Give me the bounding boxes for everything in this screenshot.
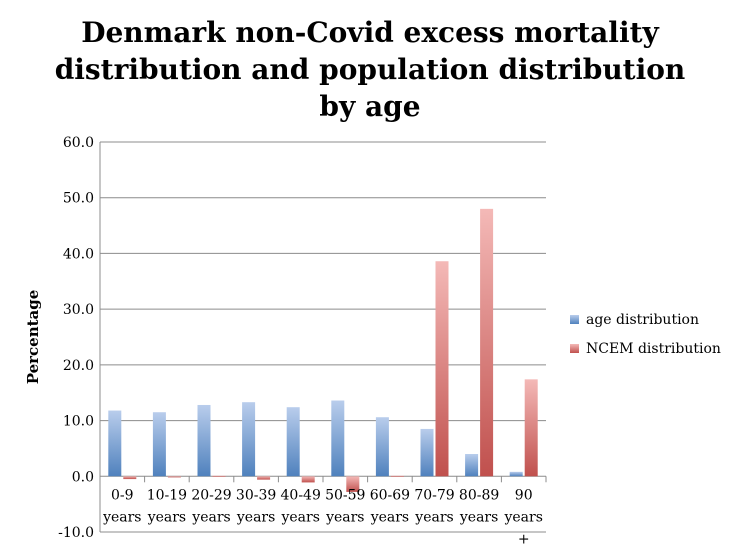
- legend-swatch: [570, 344, 579, 353]
- x-category-label: 80-89: [459, 487, 499, 503]
- y-tick-label: 30.0: [63, 302, 94, 318]
- bar-ncem-distribution: [257, 476, 270, 479]
- bar-ncem-distribution: [123, 476, 136, 479]
- x-category-label: 60-69: [370, 487, 410, 503]
- y-tick-label: 10.0: [63, 414, 94, 430]
- y-tick-label: 40.0: [63, 246, 94, 262]
- x-category-label: 20-29: [191, 487, 231, 503]
- y-tick-label: 20.0: [63, 358, 94, 374]
- bar-age-distribution: [510, 472, 523, 476]
- bar-age-distribution: [108, 411, 121, 477]
- x-category-label: 10-19: [147, 487, 187, 503]
- plot-area: -10.0 0.0 10.0 20.0 30.0 40.0 50.0 60.0 0-9 years…: [0, 0, 740, 558]
- bar-age-distribution: [376, 417, 389, 476]
- bar-age-distribution: [331, 401, 344, 477]
- bar-ncem-distribution: [436, 261, 449, 476]
- bar-ncem-distribution: [302, 476, 315, 482]
- x-category-label: 40-49: [281, 487, 321, 503]
- x-category-label: years: [459, 509, 498, 525]
- bar-ncem-distribution: [391, 476, 404, 477]
- x-category-label: 90: [515, 487, 533, 503]
- y-tick-label: 60.0: [63, 135, 94, 151]
- x-category-label: 0-9: [111, 487, 134, 503]
- x-category-label: years: [147, 509, 186, 525]
- bar-age-distribution: [287, 407, 300, 476]
- bar-ncem-distribution: [480, 209, 493, 476]
- x-category-label: years: [236, 509, 275, 525]
- x-category-label: +: [518, 531, 530, 547]
- x-category-label: years: [414, 509, 453, 525]
- bar-ncem-distribution: [525, 379, 538, 476]
- y-tick-label: -10.0: [58, 525, 94, 541]
- x-category-label: years: [191, 509, 230, 525]
- bar-age-distribution: [465, 454, 478, 476]
- bar-age-distribution: [198, 405, 211, 476]
- legend-label: NCEM distribution: [586, 341, 721, 357]
- bar-ncem-distribution: [213, 476, 226, 477]
- y-tick-label: 50.0: [63, 191, 94, 207]
- x-category-label: 50-59: [325, 487, 365, 503]
- x-category-label: 70-79: [414, 487, 454, 503]
- legend-swatch: [570, 315, 579, 324]
- x-category-label: years: [370, 509, 409, 525]
- bar-age-distribution: [153, 412, 166, 476]
- bar-age-distribution: [242, 402, 255, 476]
- x-category-label: 30-39: [236, 487, 276, 503]
- bar-age-distribution: [421, 429, 434, 476]
- x-category-label: years: [102, 509, 141, 525]
- x-category-label: years: [325, 509, 364, 525]
- x-category-label: years: [503, 509, 542, 525]
- y-tick-label: 0.0: [72, 469, 94, 485]
- y-axis-title: Percentage: [24, 290, 42, 385]
- x-category-label: years: [280, 509, 319, 525]
- bar-ncem-distribution: [168, 476, 181, 477]
- chart: Denmark non-Covid excess mortality distr…: [0, 0, 740, 558]
- legend-label: age distribution: [586, 312, 699, 328]
